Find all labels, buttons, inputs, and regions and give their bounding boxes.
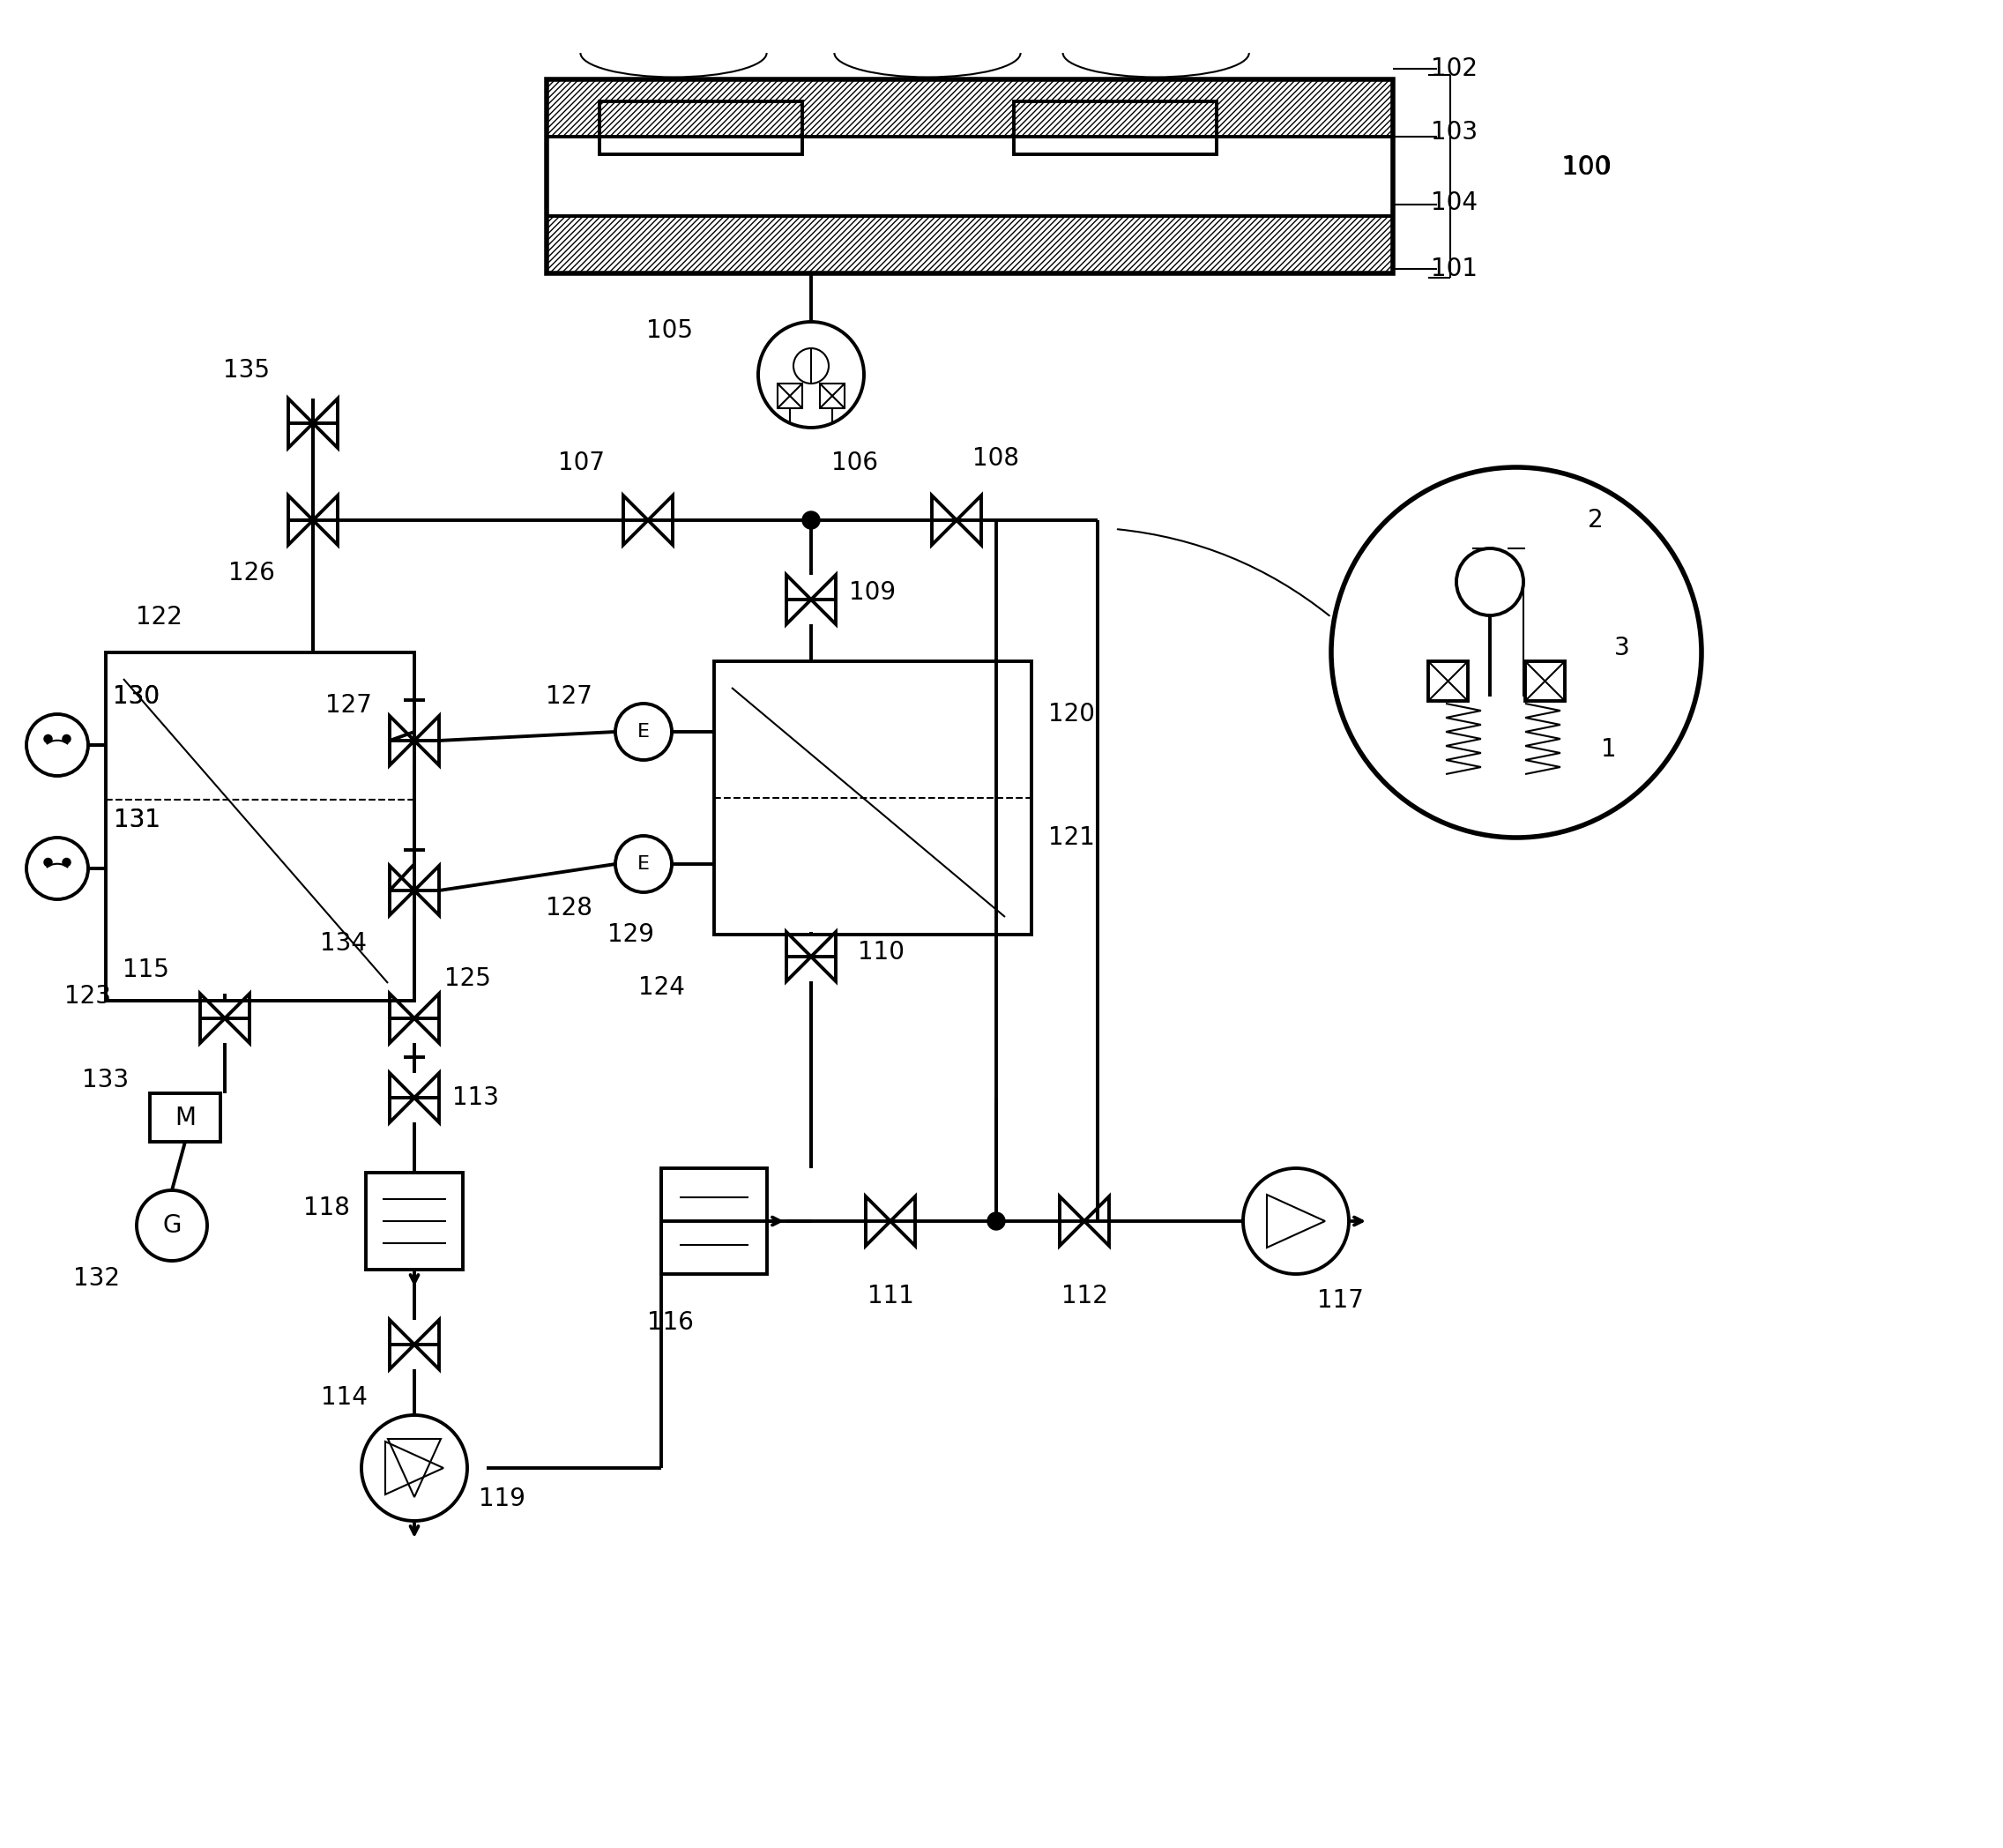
Bar [1524,662,1564,700]
Text: 100: 100 [1564,155,1610,179]
Text: 132: 132 [74,1266,120,1290]
Circle shape [1332,468,1701,837]
Bar [715,662,1032,935]
Bar [106,652,415,1002]
Text: E: E [637,856,649,872]
Text: G: G [162,1212,182,1238]
Text: 133: 133 [82,1068,130,1092]
Bar [819,384,845,408]
Circle shape [361,1416,467,1521]
Circle shape [1244,1168,1348,1273]
Text: 100: 100 [1560,155,1612,181]
Text: 130: 130 [114,684,160,710]
Text: 116: 116 [647,1310,693,1334]
Text: 101: 101 [1432,257,1478,281]
Text: 135: 135 [224,359,270,383]
Text: 106: 106 [831,451,879,475]
Text: 114: 114 [320,1386,367,1410]
Text: 129: 129 [607,922,653,946]
Text: M: M [174,1105,196,1131]
Bar [547,79,1392,274]
Circle shape [987,1212,1006,1231]
Text: 130: 130 [114,684,160,710]
Text: 3: 3 [1614,636,1630,660]
Text: 102: 102 [1432,57,1478,81]
Text: 125: 125 [445,967,491,991]
Text: 126: 126 [228,560,274,586]
Circle shape [1456,549,1524,615]
Text: 110: 110 [857,941,905,965]
Text: 127: 127 [324,693,371,717]
Text: E: E [637,723,649,741]
Circle shape [44,736,52,743]
Text: 118: 118 [302,1196,349,1220]
Text: 134: 134 [320,931,367,955]
Text: 115: 115 [122,957,168,981]
Bar [1014,102,1216,153]
Circle shape [62,859,70,867]
Text: 104: 104 [1432,190,1478,214]
Text: 119: 119 [479,1486,527,1512]
Text: 107: 107 [559,451,605,475]
Text: 108: 108 [973,445,1020,471]
Bar [547,216,1392,274]
Circle shape [44,859,52,867]
Bar [367,1173,463,1270]
Bar [1428,662,1468,700]
Circle shape [136,1190,206,1260]
Circle shape [803,512,819,529]
Circle shape [615,835,671,893]
Text: 105: 105 [647,318,693,344]
Text: 123: 123 [64,983,112,1009]
Text: 109: 109 [849,580,895,604]
Text: 124: 124 [637,976,685,1000]
Circle shape [793,347,829,384]
Bar [150,1094,220,1142]
Bar [777,384,803,408]
Circle shape [759,322,863,427]
Circle shape [62,736,70,743]
Text: 120: 120 [1048,702,1094,726]
Text: 2: 2 [1588,508,1604,532]
Bar [661,1168,767,1273]
Circle shape [615,704,671,760]
Bar [547,79,1392,137]
Text: 103: 103 [1432,120,1478,144]
Text: 122: 122 [136,604,182,630]
Text: 111: 111 [867,1284,913,1308]
Text: 113: 113 [453,1085,499,1111]
Circle shape [26,713,88,776]
Text: 117: 117 [1316,1288,1364,1312]
Text: 112: 112 [1062,1284,1108,1308]
Text: 121: 121 [1048,826,1094,850]
Text: 131: 131 [114,808,160,832]
Text: 127: 127 [545,684,593,710]
Bar [547,137,1392,216]
Bar [599,102,803,153]
Circle shape [26,837,88,900]
Text: 128: 128 [545,896,593,920]
Text: 131: 131 [114,808,160,832]
Text: 1: 1 [1600,737,1616,761]
